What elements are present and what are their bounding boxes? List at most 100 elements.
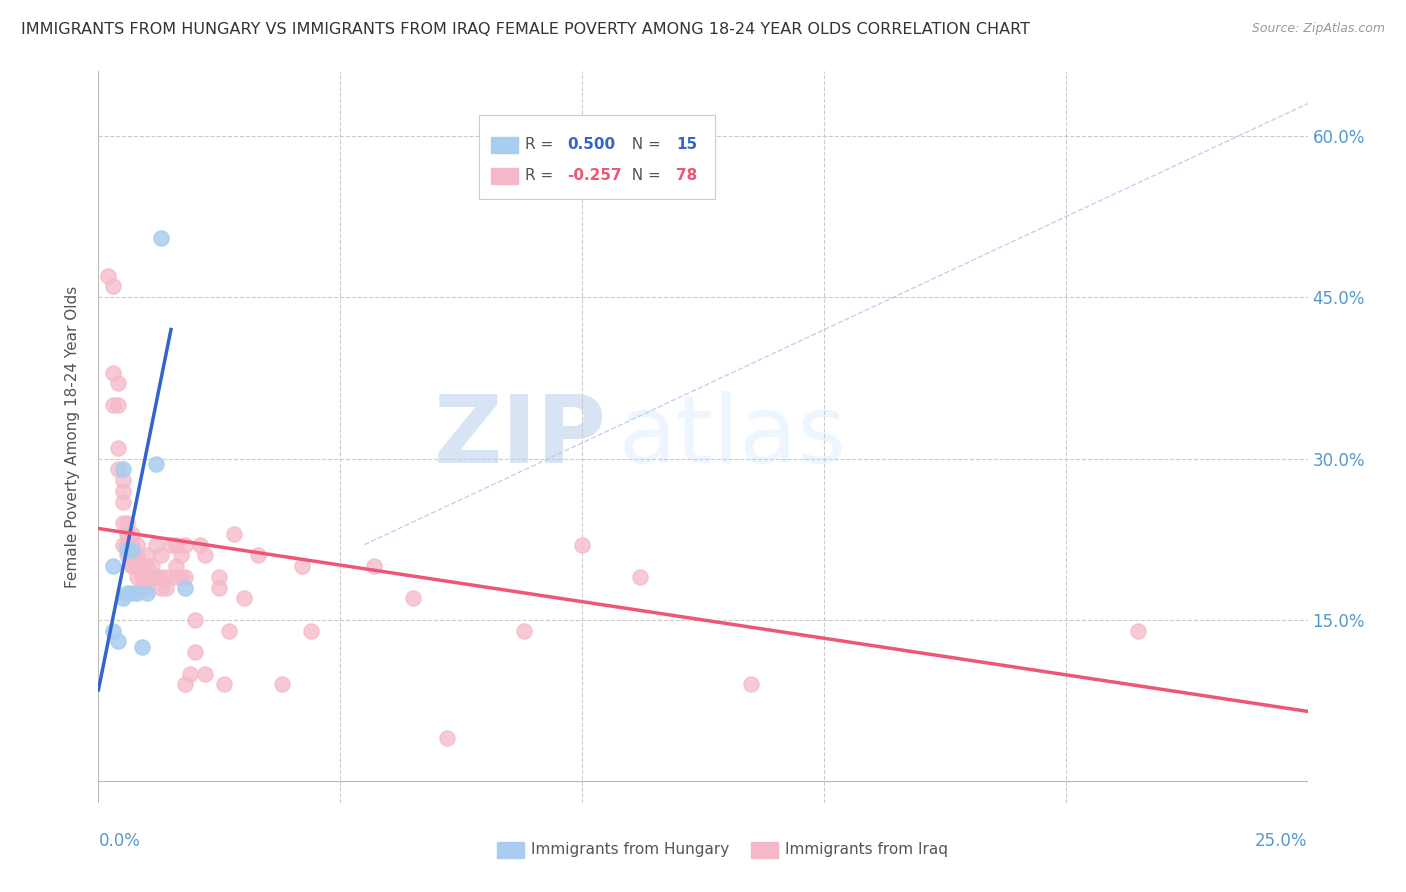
Point xyxy=(111,591,134,606)
Point xyxy=(165,538,187,552)
Y-axis label: Female Poverty Among 18-24 Year Olds: Female Poverty Among 18-24 Year Olds xyxy=(65,286,80,588)
Point xyxy=(111,462,134,476)
Point xyxy=(97,268,120,283)
Point xyxy=(111,516,134,530)
Point xyxy=(150,581,173,595)
Point xyxy=(107,398,129,412)
Point xyxy=(247,549,270,563)
Point xyxy=(127,559,149,574)
Point xyxy=(131,559,153,574)
Point xyxy=(135,549,157,563)
Point xyxy=(232,591,254,606)
Point xyxy=(131,559,153,574)
Point xyxy=(208,581,231,595)
Point xyxy=(290,559,312,574)
Point xyxy=(145,538,167,552)
Point xyxy=(1128,624,1150,638)
Point xyxy=(117,527,139,541)
Text: Source: ZipAtlas.com: Source: ZipAtlas.com xyxy=(1251,22,1385,36)
Point xyxy=(174,538,197,552)
Point xyxy=(111,473,134,487)
Point xyxy=(155,581,177,595)
Text: R =: R = xyxy=(526,137,558,153)
Point xyxy=(117,538,139,552)
Point xyxy=(111,483,134,498)
FancyBboxPatch shape xyxy=(479,115,716,200)
Point xyxy=(188,538,211,552)
Point xyxy=(150,231,173,245)
Point xyxy=(121,527,143,541)
Point xyxy=(271,677,294,691)
Text: 15: 15 xyxy=(676,137,697,153)
Bar xyxy=(492,168,517,184)
Point xyxy=(131,640,153,654)
Point xyxy=(107,462,129,476)
Text: atlas: atlas xyxy=(619,391,846,483)
Point xyxy=(107,634,129,648)
Point xyxy=(121,586,143,600)
Point xyxy=(135,581,157,595)
Point xyxy=(571,538,593,552)
Text: ZIP: ZIP xyxy=(433,391,606,483)
Bar xyxy=(498,841,524,858)
Bar xyxy=(492,136,517,153)
Text: 0.0%: 0.0% xyxy=(98,832,141,850)
Text: 25.0%: 25.0% xyxy=(1256,832,1308,850)
Point xyxy=(436,731,458,746)
Text: Immigrants from Iraq: Immigrants from Iraq xyxy=(785,842,948,857)
Point xyxy=(127,549,149,563)
Point xyxy=(179,666,201,681)
Point xyxy=(117,527,139,541)
Point xyxy=(107,441,129,455)
Point xyxy=(150,549,173,563)
Point xyxy=(101,366,124,380)
Point xyxy=(131,581,153,595)
Point xyxy=(299,624,322,638)
Bar xyxy=(751,841,778,858)
Point xyxy=(117,538,139,552)
Point xyxy=(127,570,149,584)
Point xyxy=(121,559,143,574)
Point xyxy=(150,570,173,584)
Point xyxy=(212,677,235,691)
Point xyxy=(160,538,183,552)
Point xyxy=(174,581,197,595)
Point xyxy=(208,570,231,584)
Point xyxy=(194,666,217,681)
Text: 78: 78 xyxy=(676,169,697,184)
Point xyxy=(145,570,167,584)
Point xyxy=(135,586,157,600)
Point xyxy=(107,376,129,391)
Point xyxy=(169,549,191,563)
Point xyxy=(222,527,245,541)
Point xyxy=(121,543,143,558)
Point xyxy=(101,559,124,574)
Point xyxy=(101,279,124,293)
Point xyxy=(363,559,385,574)
Point xyxy=(628,570,651,584)
Text: 0.500: 0.500 xyxy=(568,137,616,153)
Point xyxy=(174,570,197,584)
Text: IMMIGRANTS FROM HUNGARY VS IMMIGRANTS FROM IRAQ FEMALE POVERTY AMONG 18-24 YEAR : IMMIGRANTS FROM HUNGARY VS IMMIGRANTS FR… xyxy=(21,22,1031,37)
Point xyxy=(513,624,536,638)
Point xyxy=(131,570,153,584)
Text: Immigrants from Hungary: Immigrants from Hungary xyxy=(531,842,730,857)
Point xyxy=(141,570,163,584)
Point xyxy=(740,677,762,691)
Point xyxy=(184,645,207,659)
Text: N =: N = xyxy=(621,137,665,153)
Point xyxy=(165,559,187,574)
Text: R =: R = xyxy=(526,169,558,184)
Point xyxy=(117,586,139,600)
Point xyxy=(117,516,139,530)
Point xyxy=(145,457,167,471)
Point xyxy=(141,559,163,574)
Point xyxy=(174,677,197,691)
Point xyxy=(184,613,207,627)
Point xyxy=(194,549,217,563)
Point xyxy=(121,559,143,574)
Text: -0.257: -0.257 xyxy=(568,169,623,184)
Point xyxy=(135,559,157,574)
Text: N =: N = xyxy=(621,169,665,184)
Point xyxy=(402,591,425,606)
